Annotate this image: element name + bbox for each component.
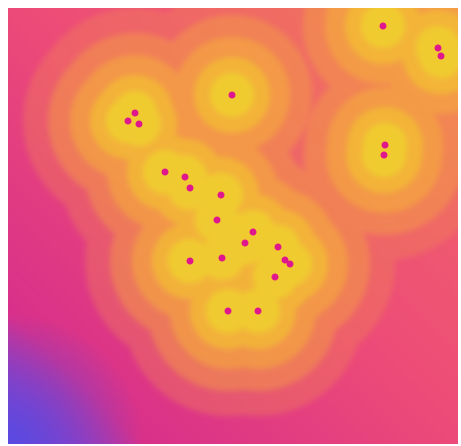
site-marker — [136, 121, 143, 128]
site-marker — [162, 169, 169, 176]
site-marker — [255, 308, 262, 315]
site-marker — [287, 261, 294, 268]
site-marker — [250, 229, 257, 236]
site-marker — [229, 92, 236, 99]
site-marker — [219, 255, 226, 262]
site-marker — [435, 45, 442, 52]
site-marker — [380, 23, 387, 30]
site-marker — [218, 192, 225, 199]
site-marker — [125, 118, 132, 125]
map-frame — [8, 0, 461, 444]
site-marker — [132, 110, 139, 117]
site-marker — [187, 258, 194, 265]
site-marker — [182, 174, 189, 181]
site-marker — [242, 240, 249, 247]
map — [0, 0, 461, 446]
site-marker — [381, 152, 388, 159]
site-marker — [225, 308, 232, 315]
site-marker — [187, 185, 194, 192]
site-marker — [382, 142, 389, 149]
site-marker — [214, 217, 221, 224]
site-marker — [438, 53, 445, 60]
site-marker — [275, 244, 282, 251]
site-marker — [272, 274, 279, 281]
